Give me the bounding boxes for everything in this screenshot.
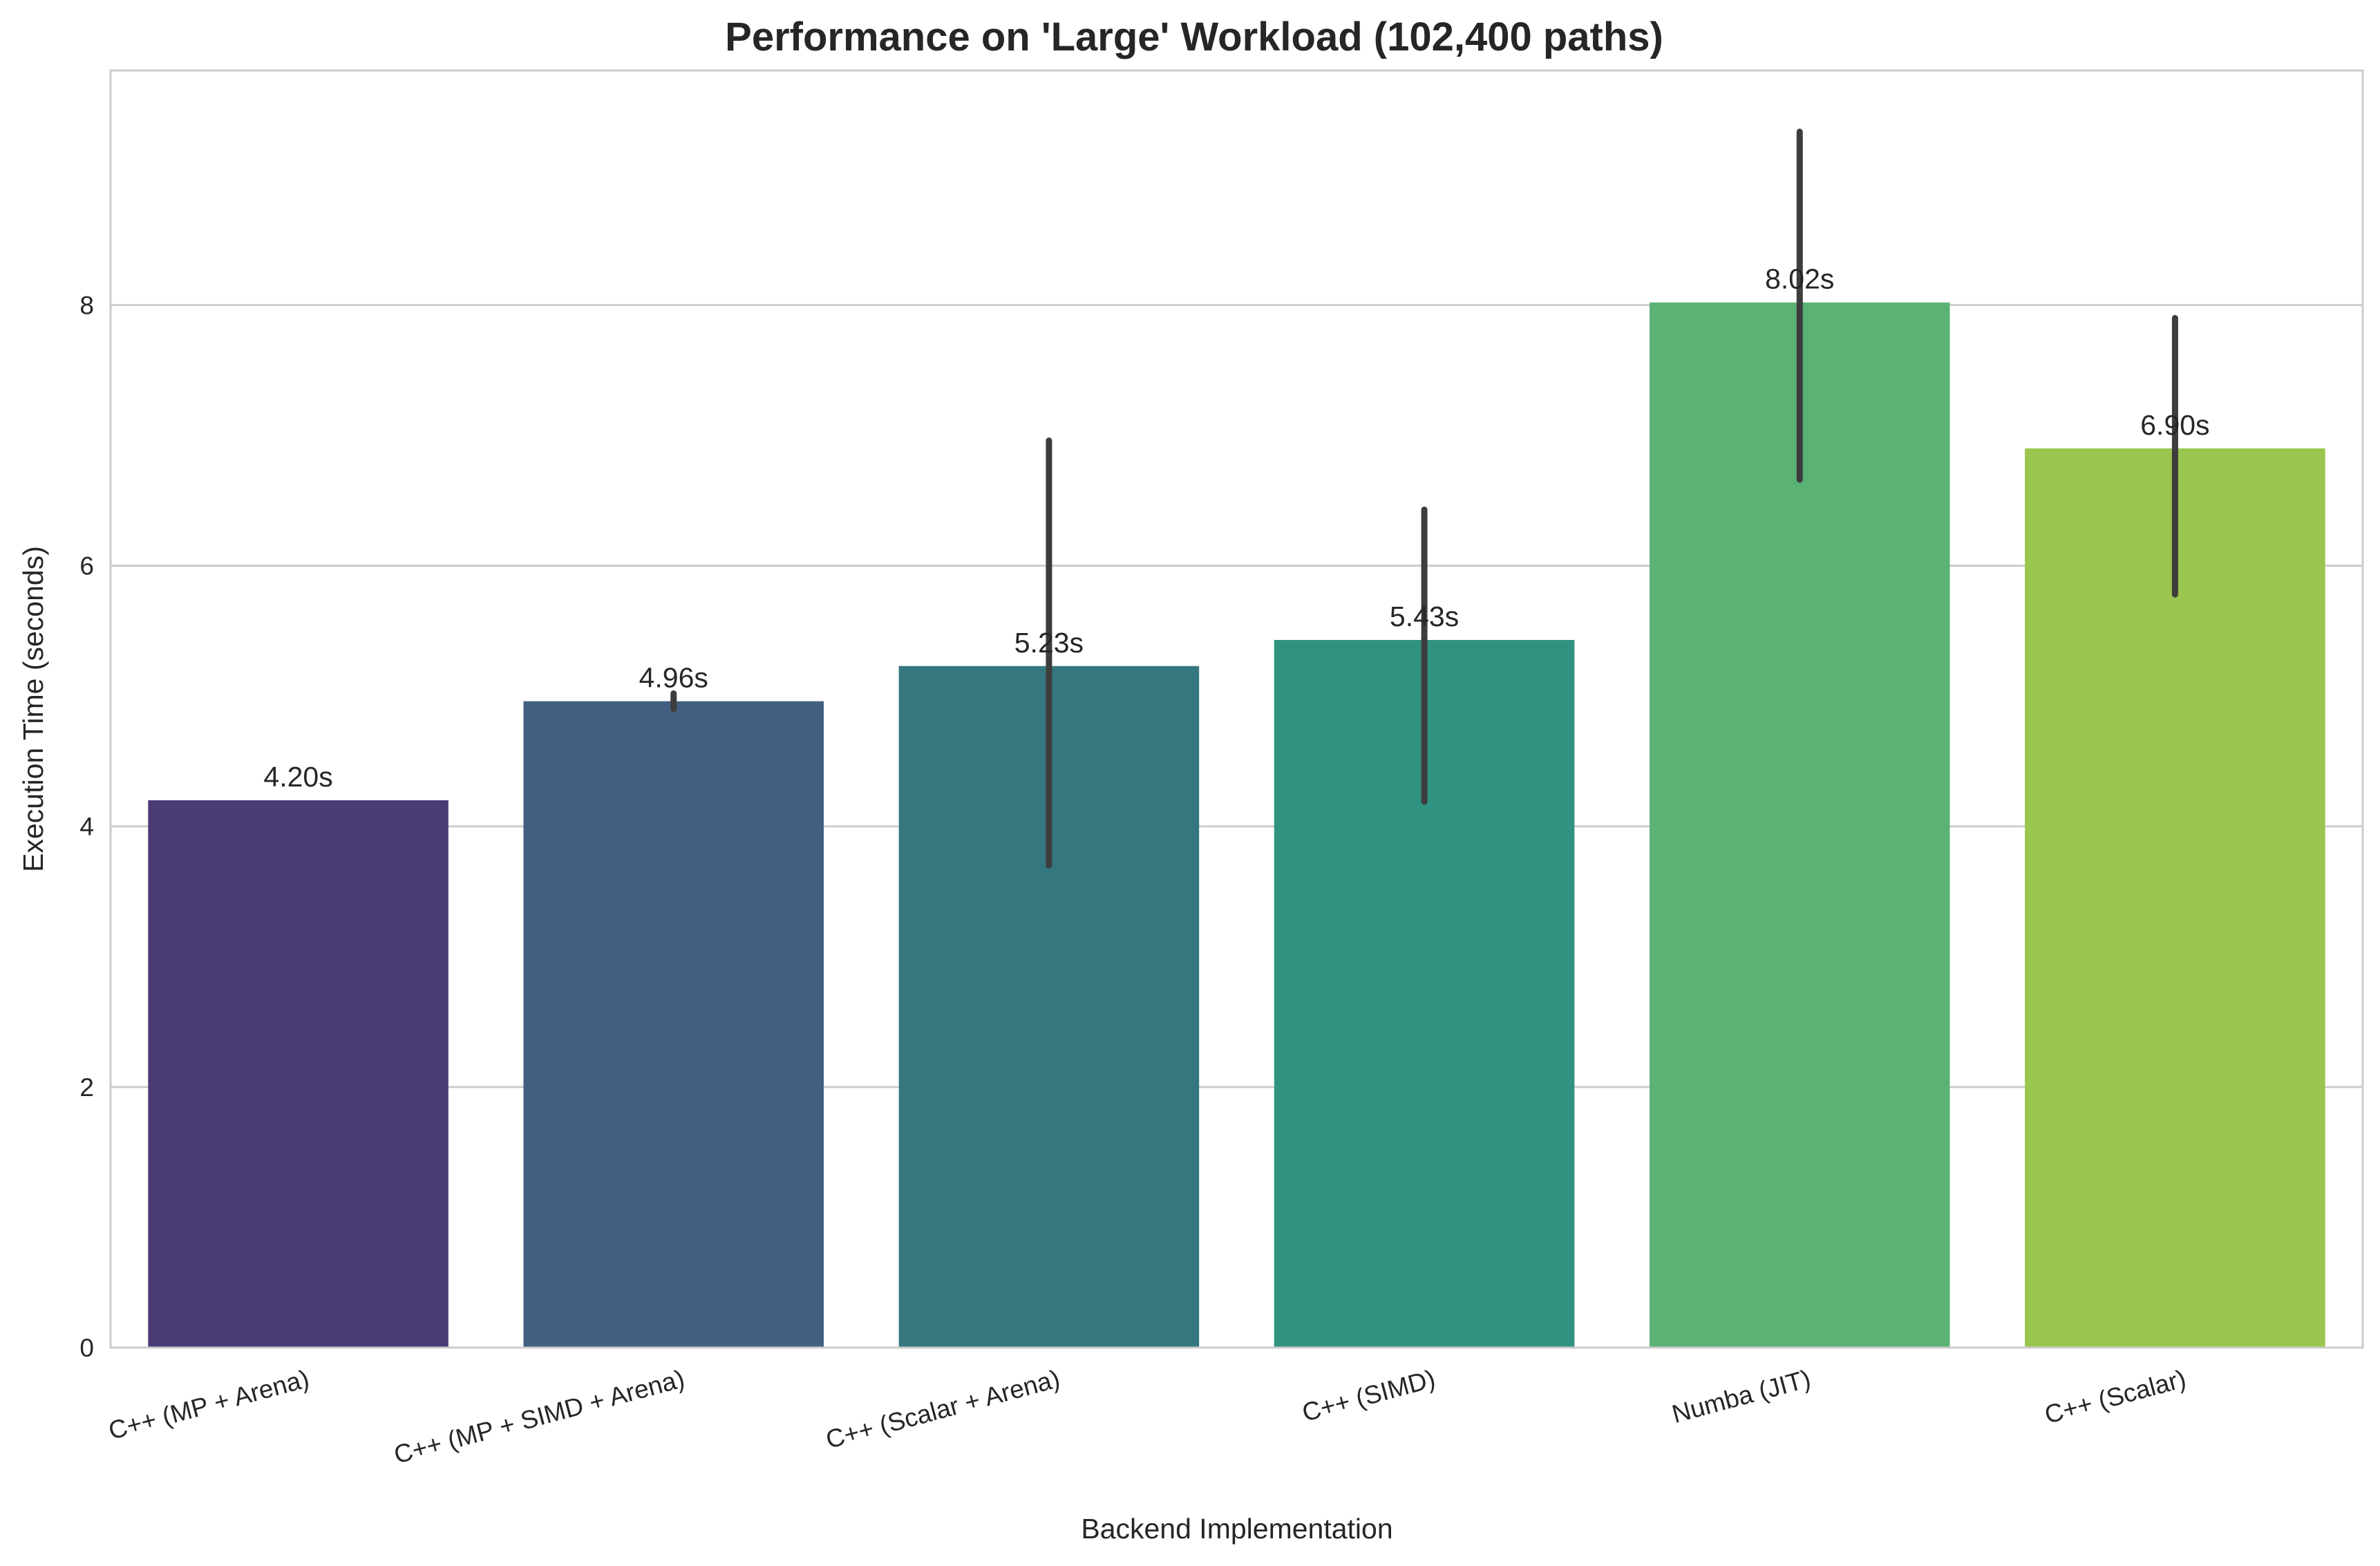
x-tick-label: Numba (JIT) — [1669, 1364, 1813, 1428]
y-tick-label: 0 — [79, 1334, 94, 1362]
x-tick-label: C++ (SIMD) — [1299, 1364, 1438, 1427]
x-axis-label: Backend Implementation — [1081, 1513, 1392, 1545]
error-bars — [670, 129, 2178, 869]
y-tick-label: 4 — [79, 813, 94, 841]
bar-value-label: 5.43s — [1390, 601, 1459, 632]
bar — [148, 800, 448, 1348]
x-tick-label: C++ (MP + Arena) — [106, 1364, 312, 1445]
y-axis-label: Execution Time (seconds) — [17, 546, 49, 872]
x-axis-ticks: C++ (MP + Arena) C++ (MP + SIMD + Arena) C… — [106, 1364, 2189, 1469]
x-tick-label: C++ (Scalar) — [2041, 1364, 2189, 1429]
bar-value-label: 4.96s — [639, 662, 708, 694]
bars — [148, 302, 2325, 1348]
bar-value-label: 5.23s — [1014, 627, 1084, 659]
plot-frame — [109, 69, 2364, 1349]
data-labels: 4.20s 4.96s 5.23s 5.43s 8.02s 6.90s — [263, 263, 2209, 793]
bar-value-label: 8.02s — [1765, 263, 1834, 295]
y-tick-label: 8 — [79, 291, 94, 319]
bar — [523, 701, 824, 1348]
y-tick-label: 6 — [79, 552, 94, 581]
bar-value-label: 4.20s — [263, 761, 332, 793]
x-tick-label: C++ (Scalar + Arena) — [823, 1364, 1063, 1454]
bar — [2025, 448, 2325, 1348]
chart-title: Performance on 'Large' Workload (102,400… — [725, 15, 1663, 59]
y-tick-label: 2 — [79, 1073, 94, 1102]
y-axis-ticks: 0 2 4 6 8 — [79, 291, 94, 1362]
x-tick-label: C++ (MP + SIMD + Arena) — [391, 1364, 688, 1469]
bar-value-label: 6.90s — [2140, 409, 2209, 441]
